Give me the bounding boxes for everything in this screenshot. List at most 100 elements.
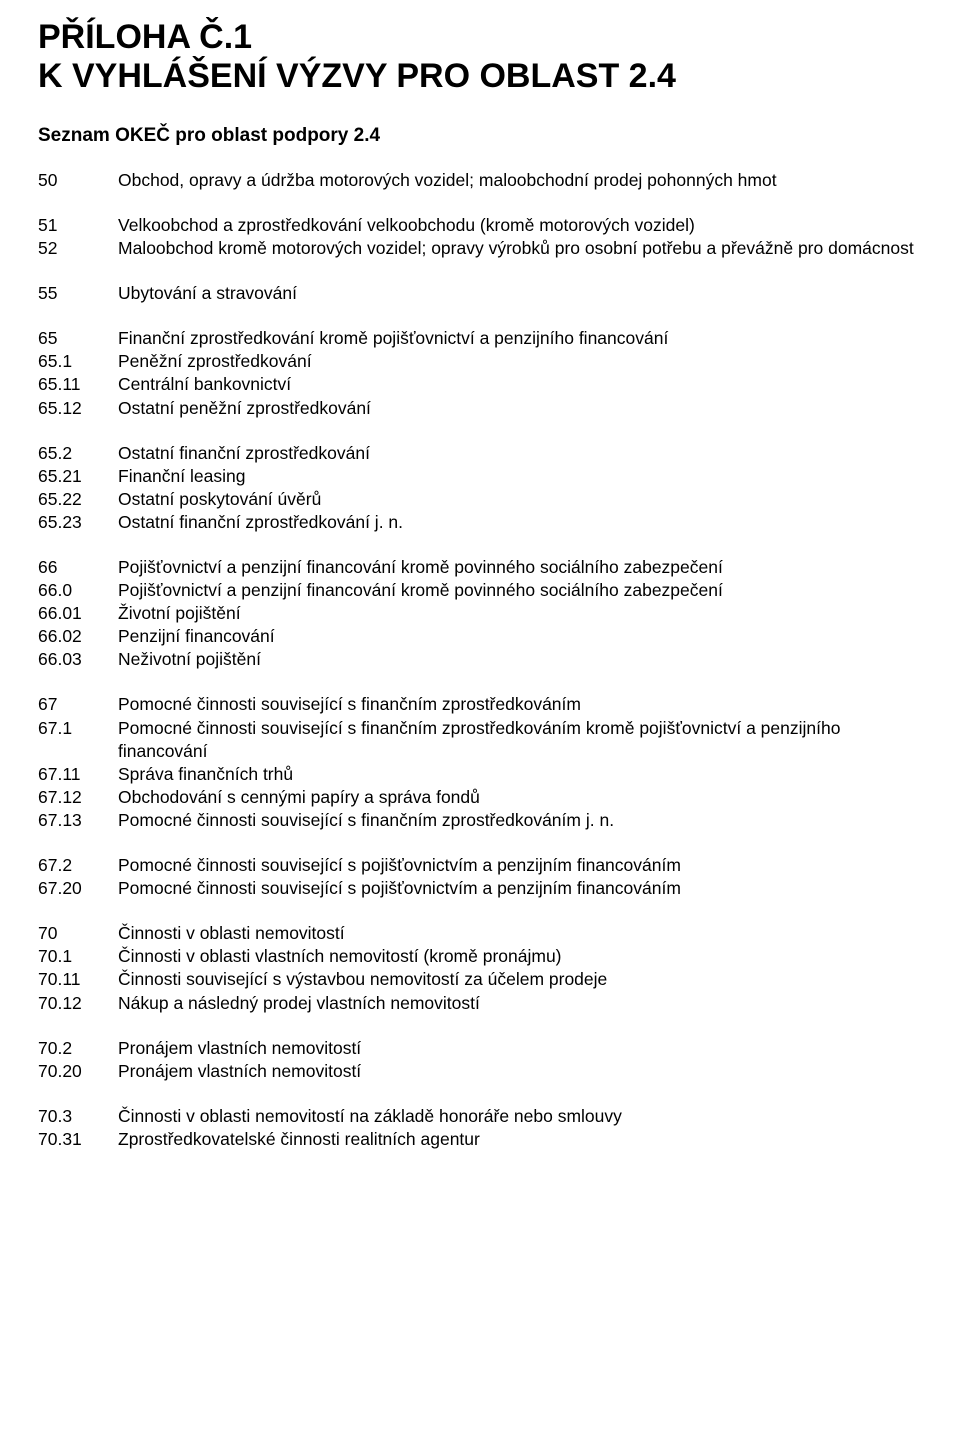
list-item: 66.03Neživotní pojištění xyxy=(38,648,922,671)
item-text: Správa finančních trhů xyxy=(118,763,922,786)
list-item: 67.11Správa finančních trhů xyxy=(38,763,922,786)
item-code: 70 xyxy=(38,922,118,945)
item-code: 70.2 xyxy=(38,1037,118,1060)
item-text: Činnosti v oblasti nemovitostí na základ… xyxy=(118,1105,922,1128)
okec-list: 50Obchod, opravy a údržba motorových voz… xyxy=(38,169,922,1151)
list-item: 70Činnosti v oblasti nemovitostí xyxy=(38,922,922,945)
list-item: 67Pomocné činnosti související s finančn… xyxy=(38,693,922,716)
item-code: 55 xyxy=(38,282,118,305)
item-text: Činnosti v oblasti nemovitostí xyxy=(118,922,922,945)
list-item: 67.13Pomocné činnosti související s fina… xyxy=(38,809,922,832)
item-text: Činnosti v oblasti vlastních nemovitostí… xyxy=(118,945,922,968)
item-code: 70.11 xyxy=(38,968,118,991)
item-code: 67.1 xyxy=(38,717,118,740)
list-item: 65.12Ostatní peněžní zprostředkování xyxy=(38,397,922,420)
item-text: Centrální bankovnictví xyxy=(118,373,922,396)
item-text: Ostatní poskytování úvěrů xyxy=(118,488,922,511)
item-text: Maloobchod kromě motorových vozidel; opr… xyxy=(118,237,922,260)
list-item: 65.2Ostatní finanční zprostředkování xyxy=(38,442,922,465)
item-code: 66.01 xyxy=(38,602,118,625)
item-code: 67.20 xyxy=(38,877,118,900)
spacer xyxy=(38,305,922,327)
item-code: 51 xyxy=(38,214,118,237)
item-text: Ubytování a stravování xyxy=(118,282,922,305)
list-item: 55Ubytování a stravování xyxy=(38,282,922,305)
list-item: 70.2Pronájem vlastních nemovitostí xyxy=(38,1037,922,1060)
item-code: 65.2 xyxy=(38,442,118,465)
list-item: 70.12Nákup a následný prodej vlastních n… xyxy=(38,992,922,1015)
list-item: 66Pojišťovnictví a penzijní financování … xyxy=(38,556,922,579)
item-code: 70.3 xyxy=(38,1105,118,1128)
item-text: Pronájem vlastních nemovitostí xyxy=(118,1037,922,1060)
item-code: 66.02 xyxy=(38,625,118,648)
item-text: Pojišťovnictví a penzijní financování kr… xyxy=(118,556,922,579)
spacer xyxy=(38,420,922,442)
item-code: 70.20 xyxy=(38,1060,118,1083)
spacer xyxy=(38,1083,922,1105)
list-item: 65.1Peněžní zprostředkování xyxy=(38,350,922,373)
item-text: Ostatní peněžní zprostředkování xyxy=(118,397,922,420)
document-subtitle: Seznam OKEČ pro oblast podpory 2.4 xyxy=(38,125,922,147)
spacer xyxy=(38,671,922,693)
item-code: 66.0 xyxy=(38,579,118,602)
item-code: 65.22 xyxy=(38,488,118,511)
item-text: Činnosti související s výstavbou nemovit… xyxy=(118,968,922,991)
list-item: 70.31Zprostředkovatelské činnosti realit… xyxy=(38,1128,922,1151)
item-text: Neživotní pojištění xyxy=(118,648,922,671)
item-code: 50 xyxy=(38,169,118,192)
list-item: 66.0Pojišťovnictví a penzijní financován… xyxy=(38,579,922,602)
item-text: Pomocné činnosti související s finančním… xyxy=(118,717,922,763)
item-text: Penzijní financování xyxy=(118,625,922,648)
item-text: Pomocné činnosti související s pojišťovn… xyxy=(118,877,922,900)
item-code: 65.12 xyxy=(38,397,118,420)
spacer xyxy=(38,1015,922,1037)
list-item: 65Finanční zprostředkování kromě pojišťo… xyxy=(38,327,922,350)
list-item: 70.20Pronájem vlastních nemovitostí xyxy=(38,1060,922,1083)
item-code: 67 xyxy=(38,693,118,716)
item-text: Velkoobchod a zprostředkování velkoobcho… xyxy=(118,214,922,237)
list-item: 50Obchod, opravy a údržba motorových voz… xyxy=(38,169,922,192)
item-text: Pomocné činnosti související s finančním… xyxy=(118,693,922,716)
item-code: 65.11 xyxy=(38,373,118,396)
list-item: 65.22Ostatní poskytování úvěrů xyxy=(38,488,922,511)
list-item: 67.12Obchodování s cennými papíry a sprá… xyxy=(38,786,922,809)
item-code: 65 xyxy=(38,327,118,350)
item-code: 67.2 xyxy=(38,854,118,877)
item-code: 67.11 xyxy=(38,763,118,786)
item-text: Ostatní finanční zprostředkování j. n. xyxy=(118,511,922,534)
list-item: 65.23Ostatní finanční zprostředkování j.… xyxy=(38,511,922,534)
item-code: 65.1 xyxy=(38,350,118,373)
item-code: 67.13 xyxy=(38,809,118,832)
list-item: 67.2Pomocné činnosti související s pojiš… xyxy=(38,854,922,877)
spacer xyxy=(38,832,922,854)
list-item: 52Maloobchod kromě motorových vozidel; o… xyxy=(38,237,922,260)
list-item: 66.01Životní pojištění xyxy=(38,602,922,625)
item-text: Pronájem vlastních nemovitostí xyxy=(118,1060,922,1083)
item-text: Obchodování s cennými papíry a správa fo… xyxy=(118,786,922,809)
title-line-2: K VYHLÁŠENÍ VÝZVY PRO OBLAST 2.4 xyxy=(38,57,922,96)
item-text: Pojišťovnictví a penzijní financování kr… xyxy=(118,579,922,602)
spacer xyxy=(38,534,922,556)
item-code: 67.12 xyxy=(38,786,118,809)
list-item: 65.11Centrální bankovnictví xyxy=(38,373,922,396)
spacer xyxy=(38,260,922,282)
list-item: 51Velkoobchod a zprostředkování velkoobc… xyxy=(38,214,922,237)
list-item: 70.3Činnosti v oblasti nemovitostí na zá… xyxy=(38,1105,922,1128)
title-line-1: PŘÍLOHA Č.1 xyxy=(38,18,922,57)
item-text: Nákup a následný prodej vlastních nemovi… xyxy=(118,992,922,1015)
item-code: 52 xyxy=(38,237,118,260)
list-item: 65.21Finanční leasing xyxy=(38,465,922,488)
item-code: 70.1 xyxy=(38,945,118,968)
item-code: 65.21 xyxy=(38,465,118,488)
item-code: 66 xyxy=(38,556,118,579)
list-item: 67.1Pomocné činnosti související s finan… xyxy=(38,717,922,763)
list-item: 70.1Činnosti v oblasti vlastních nemovit… xyxy=(38,945,922,968)
document-page: PŘÍLOHA Č.1 K VYHLÁŠENÍ VÝZVY PRO OBLAST… xyxy=(0,0,960,1191)
item-code: 70.31 xyxy=(38,1128,118,1151)
item-text: Životní pojištění xyxy=(118,602,922,625)
item-text: Obchod, opravy a údržba motorových vozid… xyxy=(118,169,922,192)
list-item: 70.11Činnosti související s výstavbou ne… xyxy=(38,968,922,991)
item-text: Peněžní zprostředkování xyxy=(118,350,922,373)
item-text: Ostatní finanční zprostředkování xyxy=(118,442,922,465)
item-text: Pomocné činnosti související s finančním… xyxy=(118,809,922,832)
